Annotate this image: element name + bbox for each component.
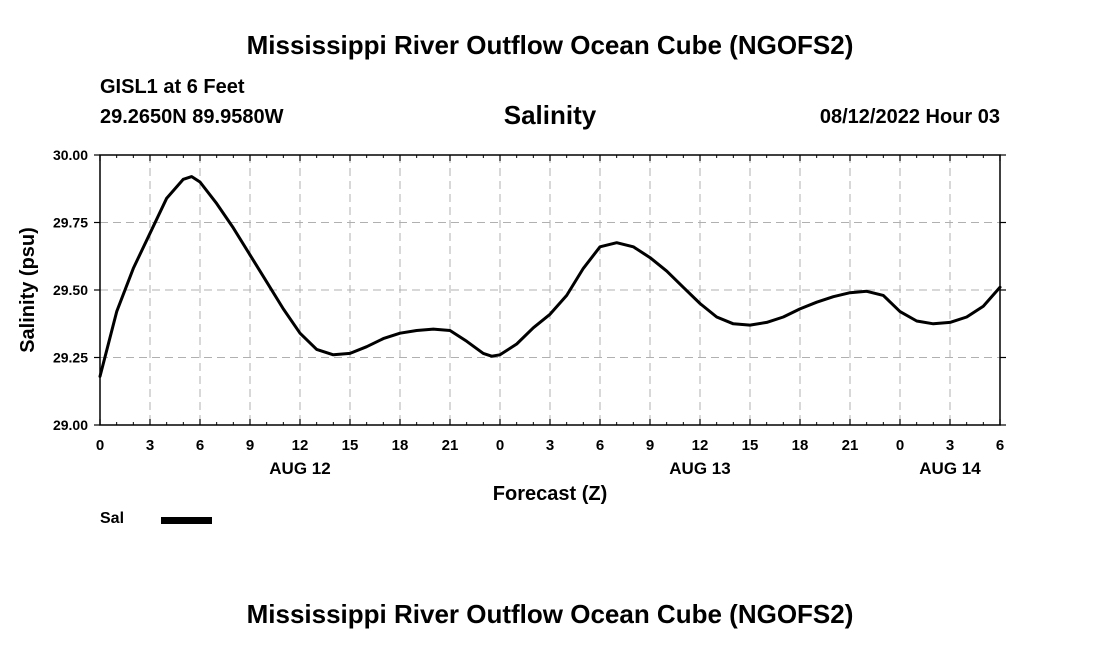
legend-swatch	[161, 517, 212, 524]
x-tick-label: 18	[792, 437, 809, 454]
y-tick-label: 30.00	[53, 147, 88, 163]
date-label: AUG 13	[669, 459, 730, 478]
x-tick-label: 12	[292, 437, 309, 454]
variable-title: Salinity	[503, 100, 597, 130]
x-tick-label: 18	[392, 437, 409, 454]
grid-lines	[100, 155, 1000, 425]
x-tick-label: 3	[146, 437, 154, 454]
x-tick-label: 0	[96, 437, 104, 454]
x-tick-label: 21	[842, 437, 859, 454]
station-label: GISL1 at 6 Feet	[100, 76, 245, 98]
series-line-sal	[98, 175, 1002, 378]
coordinates-label: 29.2650N 89.9580W	[100, 106, 284, 128]
y-tick-label: 29.50	[53, 282, 88, 298]
x-tick-label: 21	[442, 437, 459, 454]
x-tick-label: 0	[896, 437, 904, 454]
x-tick-label: 3	[946, 437, 954, 454]
date-label: AUG 14	[919, 459, 981, 478]
chart-title: Mississippi River Outflow Ocean Cube (NG…	[246, 30, 854, 60]
x-tick-label: 9	[646, 437, 654, 454]
date-label: AUG 12	[269, 459, 330, 478]
plot-frame	[99, 154, 1001, 426]
x-tick-label: 3	[546, 437, 554, 454]
x-tick-label: 6	[596, 437, 604, 454]
x-axis-title: Forecast (Z)	[493, 483, 607, 505]
y-tick-label: 29.00	[53, 417, 88, 433]
footer-title: Mississippi River Outflow Ocean Cube (NG…	[246, 599, 854, 629]
x-tick-label: 6	[196, 437, 204, 454]
x-tick-label: 12	[692, 437, 709, 454]
x-tick-label: 15	[342, 437, 359, 454]
legend-label: Sal	[100, 510, 125, 527]
x-tick-label: 0	[496, 437, 504, 454]
y-tick-label: 29.25	[53, 350, 88, 366]
x-tick-label: 6	[996, 437, 1004, 454]
x-tick-label: 15	[742, 437, 759, 454]
datetime-label: 08/12/2022 Hour 03	[819, 106, 1000, 128]
series-lines	[98, 175, 1002, 378]
tick-labels: 0 3 6 9 12 15 18 21 0 3 6 9 12 15 18 21 0 3 6 29.00 29.25 29.…	[53, 147, 1004, 478]
y-axis-title: Salinity (psu)	[17, 227, 39, 353]
x-tick-label: 9	[246, 437, 254, 454]
y-tick-label: 29.75	[53, 215, 88, 231]
